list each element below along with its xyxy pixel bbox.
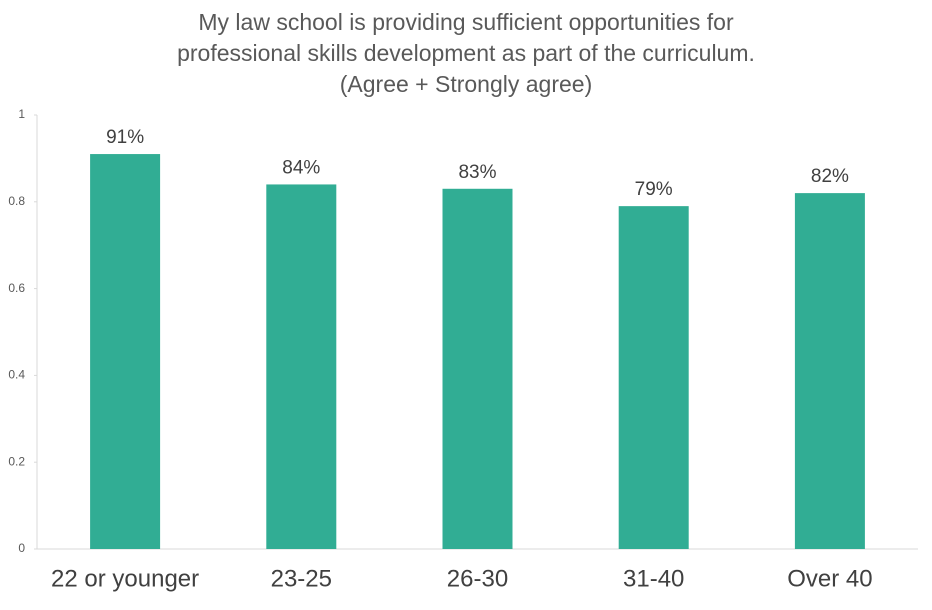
bar — [794, 193, 865, 549]
x-tick-label: 26-30 — [447, 565, 508, 592]
y-tick-label: 1 — [18, 107, 25, 121]
value-label: 79% — [635, 179, 673, 200]
y-tick-label: 0 — [18, 541, 25, 555]
bar — [618, 206, 689, 549]
bar — [442, 188, 513, 549]
chart-title: (Agree + Strongly agree) — [340, 71, 593, 97]
bar — [266, 184, 337, 549]
y-tick-label: 0.8 — [8, 194, 25, 208]
value-label: 84% — [282, 157, 320, 178]
value-label: 91% — [106, 127, 144, 148]
x-tick-label: 31-40 — [623, 565, 684, 592]
x-tick-label: 23-25 — [271, 565, 332, 592]
x-tick-label: Over 40 — [787, 565, 872, 592]
chart-title: professional skills development as part … — [177, 40, 755, 66]
y-tick-label: 0.2 — [8, 454, 25, 468]
value-label: 83% — [458, 162, 496, 183]
y-tick-label: 0.6 — [8, 281, 25, 295]
bar — [90, 154, 161, 549]
x-tick-label: 22 or younger — [51, 565, 199, 592]
chart-title: My law school is providing sufficient op… — [198, 9, 734, 35]
y-tick-label: 0.4 — [8, 368, 25, 382]
value-label: 82% — [811, 166, 849, 187]
